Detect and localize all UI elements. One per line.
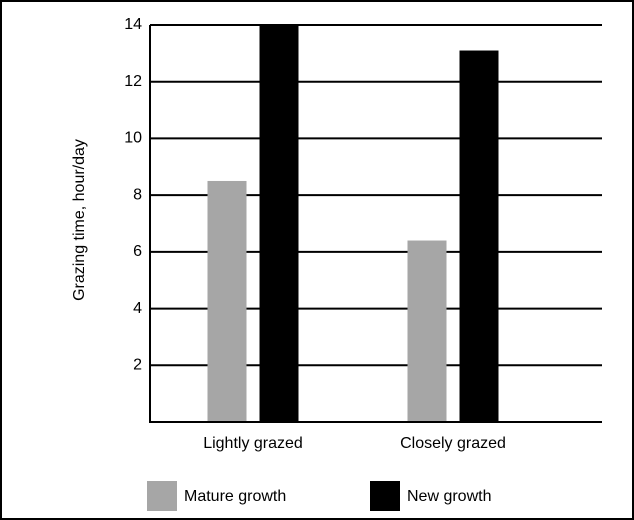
- x-tick-label: Closely grazed: [400, 435, 506, 452]
- bar: [207, 180, 247, 422]
- x-tick-label: Lightly grazed: [203, 435, 303, 452]
- legend-label: New growth: [407, 488, 491, 505]
- y-tick-label: 14: [124, 16, 142, 33]
- bar: [407, 240, 447, 422]
- y-axis-label: Grazing time, hour/day: [71, 139, 88, 301]
- legend-swatch: [147, 481, 177, 511]
- bar: [259, 25, 299, 422]
- y-tick-label: 4: [133, 300, 142, 317]
- legend-swatch: [370, 481, 400, 511]
- y-tick-label: 12: [124, 73, 142, 90]
- y-tick-label: 8: [133, 186, 142, 203]
- y-tick-label: 10: [124, 130, 142, 147]
- y-tick-label: 2: [133, 357, 142, 374]
- bar: [459, 50, 499, 423]
- legend-label: Mature growth: [184, 488, 286, 505]
- y-tick-label: 6: [133, 243, 142, 260]
